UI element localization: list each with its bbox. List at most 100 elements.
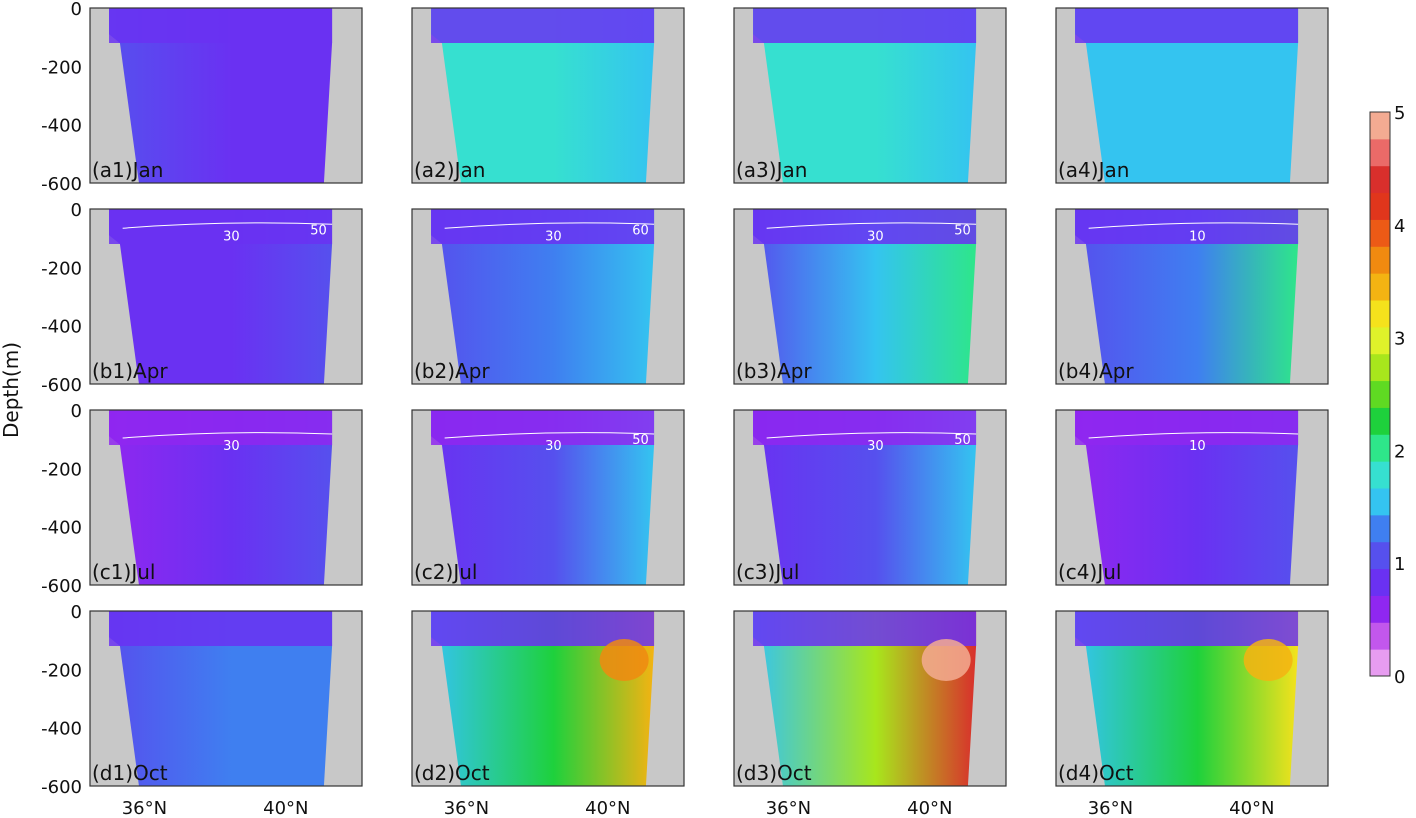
panel-label: (b4)Apr xyxy=(1058,359,1134,383)
contour-label: 10 xyxy=(1189,439,1206,454)
y-tick-label: -400 xyxy=(41,116,82,137)
panel: 30 50 (c2)Jul xyxy=(411,409,685,586)
panel-label: (c4)Jul xyxy=(1058,560,1121,584)
x-tick-label: 36°N xyxy=(766,798,811,818)
panel: 30 50 (b3)Apr xyxy=(733,208,1007,385)
field xyxy=(1075,8,1299,183)
field xyxy=(1075,209,1299,384)
field xyxy=(753,410,977,585)
field xyxy=(109,209,333,384)
panel-label: (d2)Oct xyxy=(414,761,490,785)
y-tick-label: -400 xyxy=(41,719,82,740)
y-tick-label: -200 xyxy=(41,258,82,279)
panel-label: (b3)Apr xyxy=(736,359,812,383)
panel-frame xyxy=(411,610,685,787)
contour-label: 50 xyxy=(954,433,971,448)
contour-label: 30 xyxy=(867,439,884,454)
field xyxy=(753,611,977,786)
colorbar-swatch xyxy=(1370,300,1390,328)
colorbar-tick-label: 4 xyxy=(1394,216,1405,237)
panel: 10 (b4)Apr xyxy=(1055,208,1329,385)
field xyxy=(1075,611,1299,786)
x-tick-label: 40°N xyxy=(263,798,308,818)
panel-frame xyxy=(411,409,685,586)
panel-label: (d3)Oct xyxy=(736,761,812,785)
y-tick-label: -200 xyxy=(41,660,82,681)
panel-frame xyxy=(733,7,1007,184)
colorbar-tick-label: 0 xyxy=(1394,667,1405,688)
panel: 30 60 (b2)Apr xyxy=(411,208,685,385)
y-tick-label: -600 xyxy=(41,576,82,597)
colorbar-swatch xyxy=(1370,488,1390,516)
colorbar-swatch xyxy=(1370,273,1390,301)
y-tick-label: 0 xyxy=(71,602,82,623)
panel-frame xyxy=(89,7,363,184)
y-tick-label: 0 xyxy=(71,200,82,221)
hotspot xyxy=(1243,639,1293,681)
x-tick-label: 36°N xyxy=(1088,798,1133,818)
y-tick-label: 0 xyxy=(71,401,82,422)
y-tick-label: -400 xyxy=(41,518,82,539)
colorbar-swatch xyxy=(1370,219,1390,247)
colorbar-swatch xyxy=(1370,541,1390,570)
panel: 30 (c1)Jul 0 -200 -400 -600 xyxy=(41,401,363,597)
panel-grid: (a1)Jan 0 -200 -400 -600 (a2)Jan (a3)Jan (a4)Ja… xyxy=(41,0,1329,818)
colorbar-swatch xyxy=(1370,407,1390,435)
colorbar: 0 1 2 3 4 5 xyxy=(1369,103,1405,688)
panel-label: (a4)Jan xyxy=(1058,158,1129,182)
colorbar-tick-label: 1 xyxy=(1394,554,1405,575)
surface-layer xyxy=(431,410,655,445)
panel: (d1)Oct 0 -200 -400 -600 36°N 40°N xyxy=(41,602,363,818)
panel: 30 50 (c3)Jul xyxy=(733,409,1007,586)
panel-frame xyxy=(411,7,685,184)
field xyxy=(431,8,655,183)
colorbar-swatch xyxy=(1370,192,1390,220)
contour-label: 50 xyxy=(632,433,649,448)
panel: (a1)Jan 0 -200 -400 -600 xyxy=(41,0,363,195)
panel: 30 50 (b1)Apr 0 -200 -400 -600 xyxy=(41,200,363,396)
contour-line xyxy=(444,222,655,229)
contour-line xyxy=(122,222,333,229)
y-tick-label: -400 xyxy=(41,317,82,338)
field xyxy=(109,410,333,585)
colorbar-swatch xyxy=(1370,461,1390,489)
panel-frame xyxy=(89,409,363,586)
surface-layer xyxy=(753,8,977,43)
panel-frame xyxy=(1055,208,1329,385)
surface-layer xyxy=(1075,410,1299,445)
hotspot xyxy=(599,639,649,681)
y-tick-label: -600 xyxy=(41,777,82,798)
contour-label: 30 xyxy=(545,229,562,244)
panel-frame xyxy=(1055,409,1329,586)
y-tick-label: -200 xyxy=(41,57,82,78)
colorbar-tick-label: 3 xyxy=(1394,329,1405,350)
colorbar-swatch xyxy=(1370,138,1390,167)
colorbar-swatch xyxy=(1370,622,1390,650)
field xyxy=(109,611,333,786)
colorbar-frame xyxy=(1369,111,1391,677)
surface-layer xyxy=(1075,8,1299,43)
surface-layer xyxy=(109,611,333,646)
surface-layer xyxy=(109,8,333,43)
contour-line xyxy=(1088,432,1299,439)
panel: (d4)Oct 36°N 40°N xyxy=(1055,610,1329,818)
panel-label: (c2)Jul xyxy=(414,560,477,584)
panel-frame xyxy=(89,208,363,385)
colorbar-swatch xyxy=(1370,649,1390,677)
x-tick-label: 36°N xyxy=(122,798,167,818)
field xyxy=(431,410,655,585)
surface-layer xyxy=(431,8,655,43)
contour-line xyxy=(444,432,655,439)
contour-label: 30 xyxy=(223,439,240,454)
x-tick-label: 40°N xyxy=(585,798,630,818)
colorbar-tick-label: 2 xyxy=(1394,441,1405,462)
x-tick-label: 40°N xyxy=(907,798,952,818)
panel-frame xyxy=(733,208,1007,385)
contour-label: 10 xyxy=(1189,229,1206,244)
colorbar-swatch xyxy=(1370,380,1390,408)
contour-label: 60 xyxy=(632,223,649,238)
colorbar-swatch xyxy=(1370,112,1390,140)
colorbar-swatch xyxy=(1370,165,1390,194)
y-tick-label: -200 xyxy=(41,459,82,480)
y-tick-label: 0 xyxy=(71,0,82,20)
